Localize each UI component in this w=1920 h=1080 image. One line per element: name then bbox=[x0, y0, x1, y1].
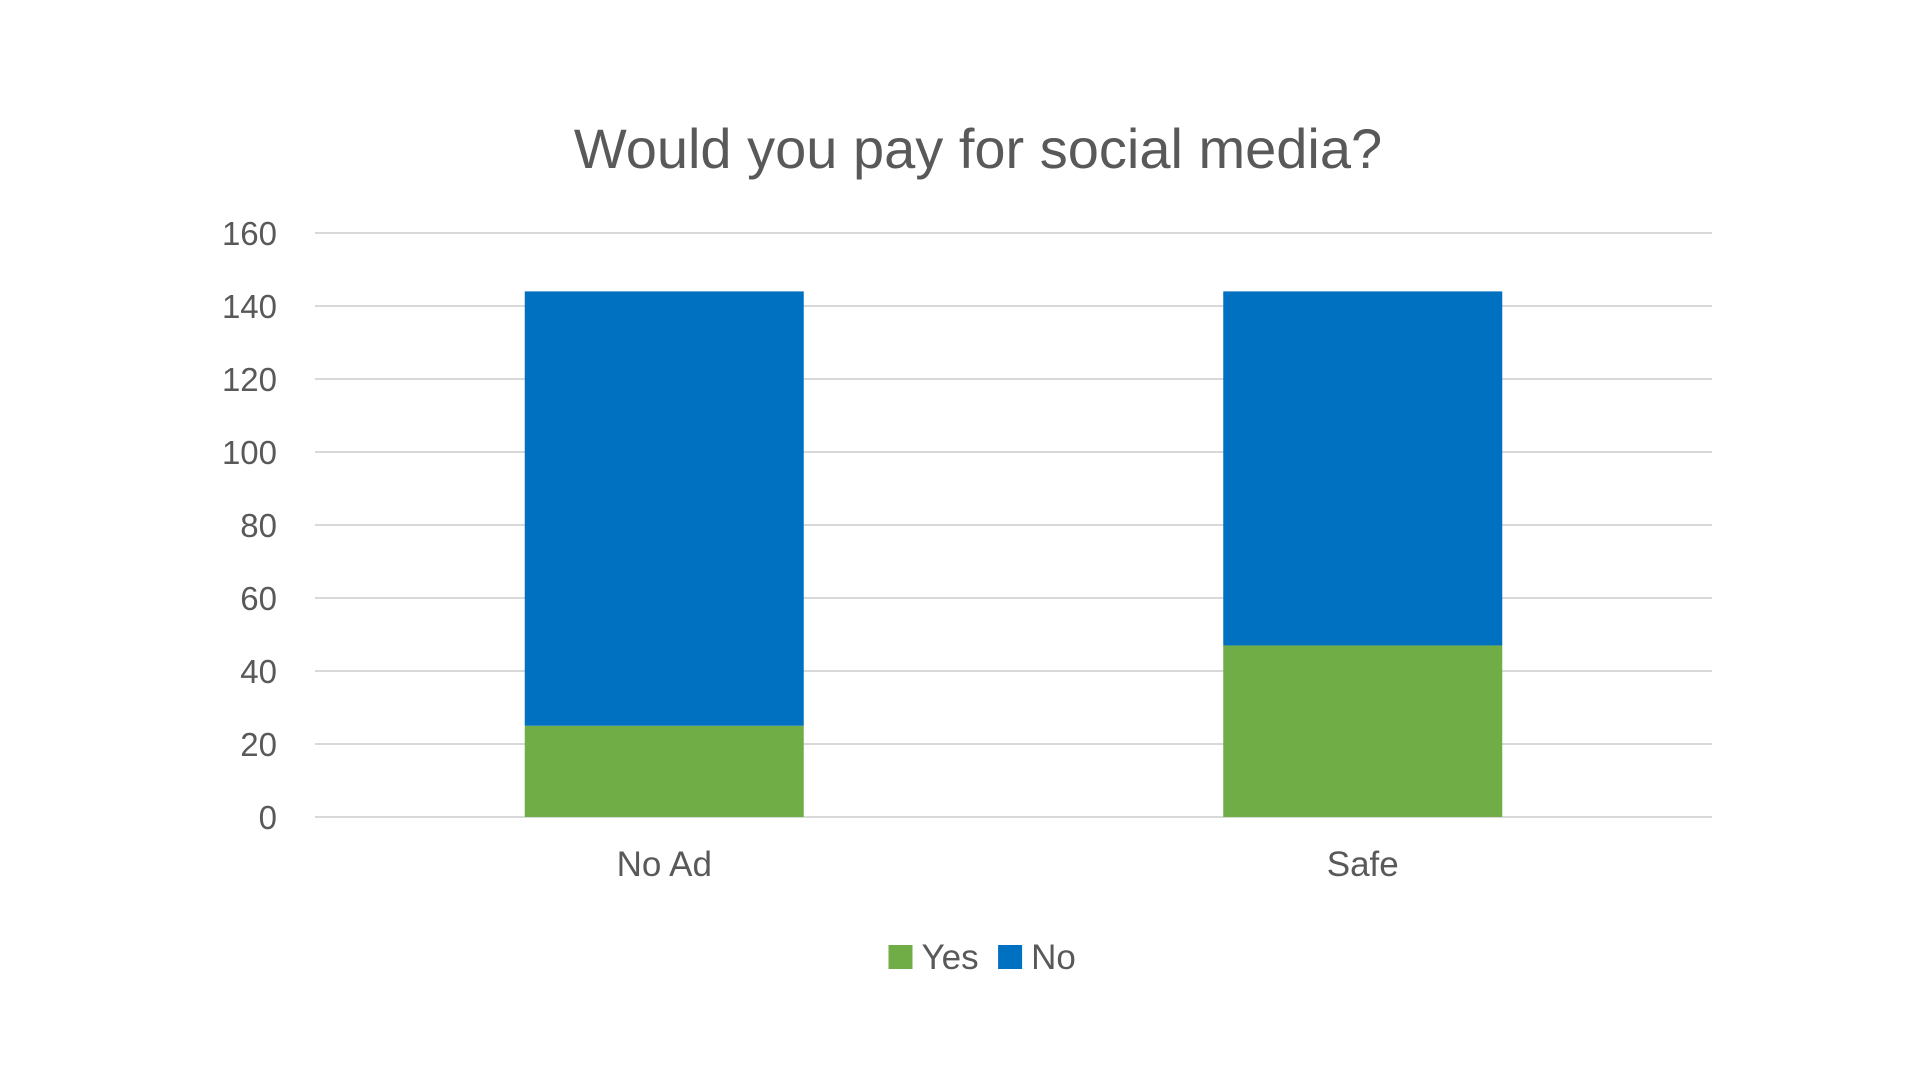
x-category-label: No Ad bbox=[617, 845, 712, 884]
bar-segment-yes bbox=[524, 725, 804, 817]
bar-segment-yes bbox=[1223, 645, 1503, 817]
y-tick-label: 40 bbox=[240, 653, 277, 690]
chart-title: Would you pay for social media? bbox=[574, 117, 1382, 180]
y-tick-label: 60 bbox=[240, 580, 277, 617]
bars bbox=[524, 291, 1503, 817]
legend: Yes No bbox=[888, 938, 1076, 977]
y-tick-label: 80 bbox=[240, 507, 277, 544]
y-tick-label: 100 bbox=[222, 434, 277, 471]
legend-label-no: No bbox=[1031, 938, 1076, 977]
bar-segment-no bbox=[524, 291, 804, 726]
gridlines bbox=[315, 232, 1712, 818]
y-tick-label: 120 bbox=[222, 361, 277, 398]
x-category-label: Safe bbox=[1327, 845, 1399, 884]
legend-label-yes: Yes bbox=[922, 938, 979, 977]
y-tick-label: 140 bbox=[222, 288, 277, 325]
bar-segment-no bbox=[1223, 291, 1503, 646]
y-axis-ticks: 0 20 40 60 80 100 120 140 160 bbox=[222, 215, 277, 836]
y-tick-label: 0 bbox=[259, 799, 277, 836]
x-axis-categories: No Ad Safe bbox=[617, 845, 1399, 884]
legend-swatch-yes bbox=[888, 945, 913, 969]
y-tick-label: 20 bbox=[240, 726, 277, 763]
legend-swatch-no bbox=[998, 945, 1023, 969]
y-tick-label: 160 bbox=[222, 215, 277, 252]
